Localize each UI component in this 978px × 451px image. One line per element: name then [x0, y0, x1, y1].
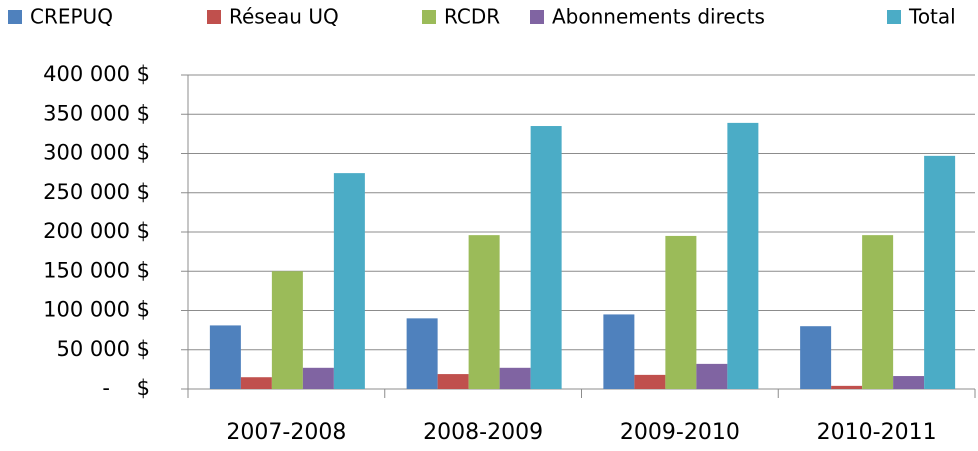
bar	[333, 173, 365, 389]
bar	[893, 376, 925, 389]
y-tick-label: - $	[102, 376, 150, 400]
bar	[727, 122, 759, 389]
y-tick-label: 200 000 $	[43, 219, 150, 243]
x-tick-label: 2009-2010	[620, 420, 740, 445]
bar	[406, 318, 438, 389]
bar	[437, 374, 469, 389]
bar	[302, 367, 334, 389]
legend-label: CREPUQ	[30, 5, 113, 29]
legend-swatch	[887, 10, 901, 24]
legend-label: RCDR	[444, 5, 500, 29]
y-tick-label: 350 000 $	[43, 101, 150, 125]
bar	[831, 385, 863, 389]
legend-label: Abonnements directs	[552, 5, 765, 29]
legend-swatch	[207, 10, 221, 24]
x-tick-label: 2008-2009	[423, 420, 543, 445]
legend-label: Total	[908, 5, 956, 29]
y-tick-label: 150 000 $	[43, 258, 150, 282]
bar	[924, 155, 956, 389]
bar	[800, 326, 832, 389]
y-tick-label: 300 000 $	[43, 141, 150, 165]
bar	[209, 325, 241, 389]
y-tick-label: 50 000 $	[56, 337, 150, 361]
y-tick-label: 400 000 $	[43, 62, 150, 86]
bar	[603, 314, 635, 389]
bar	[862, 235, 894, 389]
bar	[634, 374, 666, 389]
bar	[240, 377, 272, 389]
legend-label: Réseau UQ	[229, 5, 339, 29]
bar	[530, 126, 562, 390]
bar	[468, 235, 500, 389]
y-tick-label: 250 000 $	[43, 180, 150, 204]
x-tick-label: 2010-2011	[817, 420, 937, 445]
bar	[696, 363, 728, 389]
x-tick-label: 2007-2008	[226, 420, 346, 445]
bar	[665, 235, 697, 389]
y-tick-label: 100 000 $	[43, 298, 150, 322]
bar	[499, 367, 531, 389]
legend-swatch	[8, 10, 22, 24]
bar	[271, 271, 303, 389]
legend-swatch	[530, 10, 544, 24]
legend-swatch	[422, 10, 436, 24]
